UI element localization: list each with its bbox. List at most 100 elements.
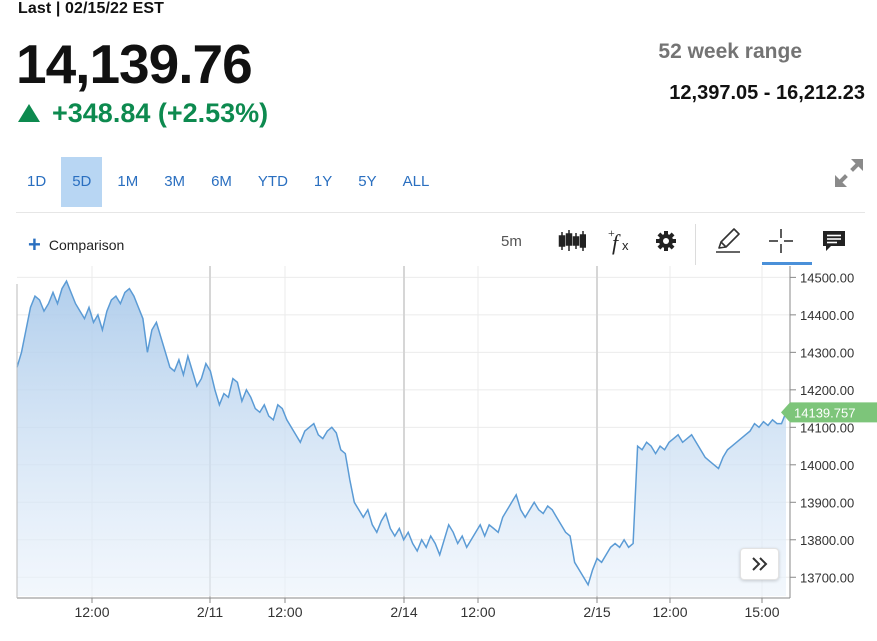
tab-5d[interactable]: 5D (61, 157, 103, 207)
data-point (483, 535, 486, 538)
data-point (272, 418, 275, 421)
tab-1m[interactable]: 1M (117, 173, 139, 190)
data-point (461, 535, 464, 538)
data-point (294, 433, 297, 436)
data-point (254, 407, 257, 410)
data-point (726, 448, 729, 451)
data-point (209, 370, 212, 373)
price-line (16, 279, 787, 587)
comparison-button[interactable]: + Comparison (28, 232, 124, 257)
data-point (357, 508, 360, 511)
data-point (182, 373, 185, 376)
data-point (587, 583, 590, 586)
data-point (627, 546, 630, 549)
crosshair-active-indicator (762, 262, 812, 265)
data-point (344, 452, 347, 455)
data-point (474, 531, 477, 534)
data-point (258, 411, 261, 414)
data-point (218, 403, 221, 406)
data-point (407, 531, 410, 534)
data-point (609, 546, 612, 549)
data-point (488, 523, 491, 526)
data-point (348, 478, 351, 481)
data-point (636, 445, 639, 448)
y-tick-label: 14400.00 (800, 308, 854, 323)
data-point (578, 568, 581, 571)
y-tick-label: 14000.00 (800, 458, 854, 473)
data-point (735, 441, 738, 444)
data-point (632, 542, 635, 545)
data-point (429, 535, 432, 538)
data-point (146, 351, 149, 354)
data-point (105, 310, 108, 313)
data-point (420, 538, 423, 541)
data-point (470, 538, 473, 541)
interval-selector[interactable]: 5m (501, 233, 522, 250)
data-point (168, 366, 171, 369)
pencil-icon[interactable] (713, 226, 743, 256)
data-point (582, 576, 585, 579)
data-point (704, 456, 707, 459)
data-point (447, 523, 450, 526)
data-point (740, 437, 743, 440)
data-point (330, 426, 333, 429)
comment-icon[interactable] (819, 226, 849, 256)
plus-icon: + (28, 232, 41, 257)
data-point (677, 433, 680, 436)
price-chart[interactable]: 14500.00 14400.00 14300.00 14200.00 14100.00… (0, 266, 877, 641)
data-point (60, 287, 63, 290)
data-point (411, 542, 414, 545)
tab-6m[interactable]: 6M (211, 173, 232, 190)
data-point (362, 516, 365, 519)
data-point (641, 448, 644, 451)
data-point (758, 426, 761, 429)
crosshair-icon[interactable] (766, 226, 796, 256)
data-point (713, 463, 716, 466)
tab-all[interactable]: ALL (402, 173, 430, 190)
gear-icon[interactable] (651, 226, 681, 256)
y-tick-label: 14200.00 (800, 383, 854, 398)
data-point (155, 321, 158, 324)
data-point (614, 542, 617, 545)
tab-5y[interactable]: 5Y (358, 173, 377, 190)
tab-3m[interactable]: 3M (164, 173, 186, 190)
y-tick-label: 14300.00 (800, 345, 854, 360)
data-point (393, 535, 396, 538)
x-tick-label: 12:00 (267, 604, 302, 620)
tab-ytd[interactable]: YTD (257, 173, 288, 190)
fx-icon[interactable]: + f x (605, 226, 635, 256)
data-point (339, 448, 342, 451)
candlestick-icon[interactable] (557, 226, 587, 256)
data-point (290, 426, 293, 429)
data-point (605, 553, 608, 556)
data-point (519, 508, 522, 511)
data-point (569, 535, 572, 538)
expand-icon[interactable] (832, 156, 866, 190)
data-point (771, 418, 774, 421)
data-point (308, 426, 311, 429)
data-point (321, 437, 324, 440)
svg-text:+: + (608, 227, 615, 240)
data-point (263, 403, 266, 406)
data-point (236, 381, 239, 384)
tab-1y[interactable]: 1Y (313, 173, 333, 190)
data-point (371, 523, 374, 526)
data-point (96, 313, 99, 316)
data-point (195, 385, 198, 388)
data-point (659, 445, 662, 448)
data-point (65, 280, 68, 283)
data-point (434, 542, 437, 545)
data-point (438, 553, 441, 556)
data-point (384, 512, 387, 515)
data-point (780, 422, 783, 425)
x-tick-label: 12:00 (460, 604, 495, 620)
data-point (20, 351, 23, 354)
data-point (650, 445, 653, 448)
data-point (767, 424, 770, 427)
data-point (24, 328, 27, 331)
tab-1d[interactable]: 1D (27, 173, 47, 190)
data-point (119, 302, 122, 305)
y-tick-label: 14500.00 (800, 270, 854, 285)
data-point (501, 516, 504, 519)
scroll-forward-button[interactable] (740, 548, 779, 580)
